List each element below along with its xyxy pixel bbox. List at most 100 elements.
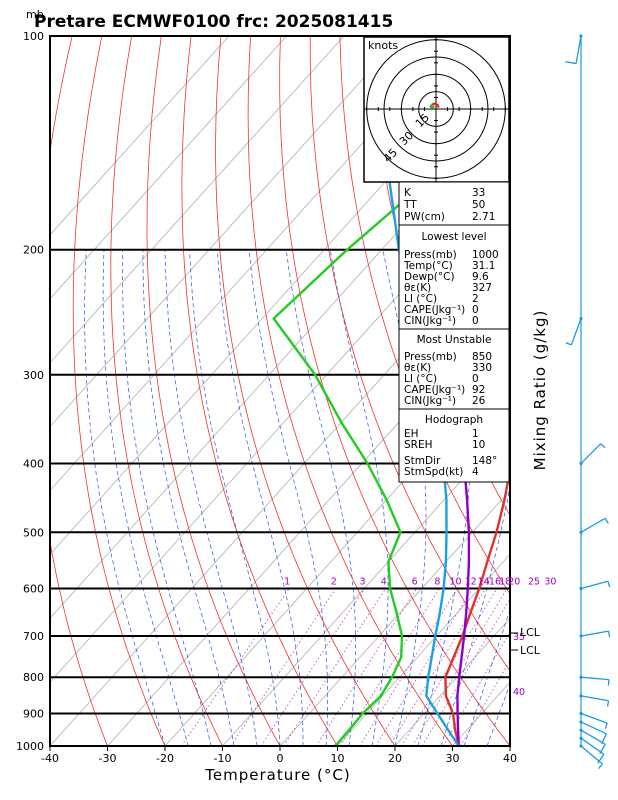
mixing-ratio-label: 8	[434, 576, 440, 587]
lcl-label-upper: LCL	[520, 626, 541, 639]
isotherm-line	[50, 36, 460, 492]
dry-adiabat-line	[110, 36, 223, 746]
temperature-axis-ticks: -40 -30 -20 -10 0 10 20 30 40	[41, 746, 517, 765]
isotherm-line	[50, 36, 230, 236]
wind-barb	[579, 630, 611, 638]
mixing-ratio-line	[230, 588, 337, 746]
ll-row-label-2: Dewp(°C)	[404, 271, 455, 283]
mu-row-label-4: CIN(Jkg⁻¹)	[404, 395, 456, 407]
wind-barb	[579, 744, 603, 770]
wind-barb	[579, 728, 606, 755]
isotherm-line	[50, 234, 510, 746]
wind-barb	[579, 443, 606, 466]
moist-adiabat-line	[329, 249, 389, 746]
ll-row-value-6: 0	[472, 315, 479, 327]
hp-row-value-3: 4	[472, 466, 479, 478]
ll-row-value-0: 1000	[472, 249, 499, 261]
chart-title: Pretare ECMWF0100 frc: 2025081415	[34, 12, 393, 32]
hodograph-ring	[383, 56, 489, 162]
mu-row-label-2: LI (°C)	[404, 373, 437, 385]
mixing-ratio-label: 2	[331, 576, 337, 587]
mixing-ratio-label: 16	[489, 576, 501, 587]
ll-row-label-6: CIN(Jkg⁻¹)	[404, 315, 456, 327]
ll-row-value-5: 0	[472, 304, 479, 316]
wind-profile-column	[565, 34, 611, 770]
tt-index-value: 50	[472, 199, 485, 211]
indices-box	[398, 181, 510, 226]
mixing-ratio-line	[315, 588, 418, 746]
temperature-tick-label: -40	[41, 752, 59, 765]
mixing-ratio-label: 3	[360, 576, 366, 587]
wind-barb	[579, 720, 607, 745]
pressure-tick-label: 1000	[16, 740, 44, 753]
lcl-markers: LCL LCL	[510, 626, 541, 657]
isotherm-line	[337, 553, 510, 746]
isotherm-line	[50, 170, 510, 683]
mu-row-value-0: 850	[472, 351, 492, 363]
mixing-ratio-label: 18	[499, 576, 511, 587]
pressure-tick-label: 900	[23, 708, 44, 721]
pressure-tick-label: 600	[23, 582, 44, 595]
wind-barb	[579, 694, 610, 707]
pressure-tick-label: 700	[23, 630, 44, 643]
isotherm-line	[50, 36, 345, 364]
mixing-ratio-line	[421, 598, 510, 746]
temperature-tick-label: 0	[277, 752, 284, 765]
hp-row-label-0: EH	[404, 428, 419, 440]
ll-row-label-5: CAPE(Jkg⁻¹)	[404, 304, 465, 316]
hodograph-trace-mid	[429, 104, 436, 109]
hodograph-trace-low	[431, 102, 440, 109]
thermo-background-grid	[50, 36, 618, 746]
dry-adiabat-line	[181, 36, 338, 746]
dry-adiabat-line	[578, 36, 618, 746]
tt-index-label: TT	[403, 199, 417, 211]
ll-row-value-1: 31.1	[472, 260, 495, 272]
pressure-tick-label: 400	[23, 457, 44, 470]
mu-row-label-3: CAPE(Jkg⁻¹)	[404, 384, 465, 396]
hp-row-label-3: StmSpd(kt)	[404, 466, 463, 478]
wind-barb	[565, 316, 583, 346]
mu-row-value-1: 330	[472, 362, 492, 374]
lcl-label-lower: LCL	[520, 644, 541, 657]
mu-row-label-0: Press(mb)	[404, 351, 457, 363]
pw-value: 2.71	[472, 211, 495, 223]
hodograph-ring	[418, 91, 454, 127]
adiabat-label-35: 35	[513, 632, 525, 643]
moist-adiabat-line	[84, 249, 166, 746]
ll-row-label-3: θε(K)	[404, 282, 431, 294]
ll-row-label-0: Press(mb)	[404, 249, 457, 261]
hp-row-value-1: 10	[472, 439, 485, 451]
moist-adiabat-line	[102, 249, 189, 746]
mu-row-value-2: 0	[472, 373, 479, 385]
stability-indices-table: K 33 TT 50 PW(cm) 2.71 Lowest level Pres…	[398, 181, 510, 483]
mu-row-label-1: θε(K)	[404, 362, 431, 374]
pressure-axis-ticks: 100 200 300 400 500 600 700 800 900 1000	[16, 30, 44, 753]
isotherm-line	[222, 425, 510, 746]
right-axis-label: Mixing Ratio (g/kg)	[531, 310, 549, 471]
wind-barb	[565, 34, 583, 65]
temperature-tick-label: 10	[331, 752, 345, 765]
ll-row-label-1: Temp(°C)	[403, 260, 453, 272]
temperature-tick-label: 20	[388, 752, 402, 765]
mu-row-value-3: 92	[472, 384, 485, 396]
ll-row-value-2: 9.6	[472, 271, 489, 283]
moist-adiabat-line	[164, 249, 258, 746]
hodograph-params-heading: Hodograph	[425, 414, 483, 426]
isotherm-line	[50, 36, 402, 428]
temperature-tick-label: 40	[503, 752, 517, 765]
dry-adiabat-line	[279, 36, 510, 746]
mixing-ratio-label: 25	[528, 576, 540, 587]
dry-adiabat-line	[608, 36, 618, 746]
most-unstable-heading: Most Unstable	[417, 334, 492, 346]
ll-row-value-4: 2	[472, 293, 479, 305]
mixing-ratio-label: 6	[412, 576, 418, 587]
moist-adiabat-line	[509, 745, 510, 746]
profile-line-dewpoint	[272, 104, 510, 746]
mu-row-value-4: 26	[472, 395, 486, 407]
x-axis-label: Temperature (°C)	[204, 766, 350, 784]
isotherm-line	[394, 617, 510, 746]
dry-adiabat-line	[215, 36, 396, 746]
mixing-ratio-label: 12	[465, 576, 477, 587]
